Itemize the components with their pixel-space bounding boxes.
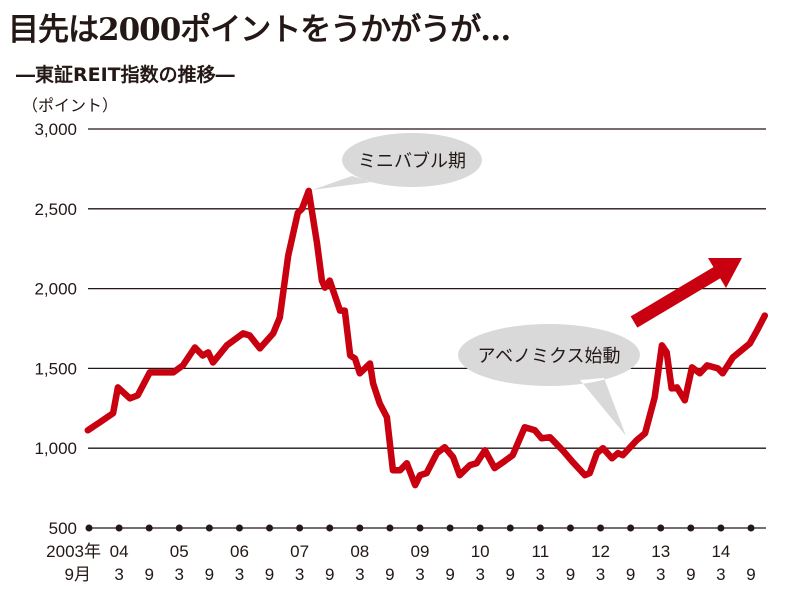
x-tick-year: 10 (471, 542, 490, 561)
x-tick-year: 14 (711, 542, 730, 561)
x-tick-month: 3 (355, 565, 364, 584)
y-tick-label: 1,000 (34, 439, 77, 458)
x-tick-year: 08 (350, 542, 369, 561)
chart-subtitle: ―東証REIT指数の推移― (16, 64, 235, 86)
y-tick-label: 1,500 (34, 359, 77, 378)
x-tick-dot (326, 524, 334, 532)
x-tick-dot (356, 524, 364, 532)
x-tick-dot (597, 524, 605, 532)
x-tick-month: 9 (566, 565, 575, 584)
x-tick-month: 9 (626, 565, 635, 584)
up-trend-arrow-icon (630, 258, 742, 328)
x-tick-dot (175, 524, 183, 532)
x-tick-month: 3 (656, 565, 665, 584)
x-tick-year: 12 (591, 542, 610, 561)
x-tick-month: 3 (415, 565, 424, 584)
x-tick-month: 3 (596, 565, 605, 584)
x-tick-dot (747, 524, 755, 532)
x-tick-dot (476, 524, 484, 532)
x-tick-year: 09 (411, 542, 430, 561)
x-tick-dot (205, 524, 213, 532)
x-tick-month: 9 (144, 565, 153, 584)
x-tick-month: 3 (235, 565, 244, 584)
x-tick-dot (627, 524, 635, 532)
annotation-bubble-mini-bubble (312, 133, 482, 190)
x-tick-month: 9月 (65, 565, 91, 584)
x-tick-month: 9 (746, 565, 755, 584)
x-tick-month: 9 (325, 565, 334, 584)
x-tick-dot (566, 524, 574, 532)
x-tick-month: 9 (506, 565, 515, 584)
x-tick-month: 3 (114, 565, 123, 584)
x-tick-dot (296, 524, 304, 532)
series-line (84, 187, 769, 489)
x-tick-dot (145, 524, 153, 532)
x-tick-month: 3 (295, 565, 304, 584)
x-tick-year: 13 (651, 542, 670, 561)
annotation-bubble-abenomics (458, 324, 640, 436)
x-tick-dot (446, 524, 454, 532)
x-tick-month: 9 (385, 565, 394, 584)
chart-title: 目先は2000ポイントをうかがうが… (8, 12, 511, 48)
x-tick-month: 9 (205, 565, 214, 584)
x-tick-year: 05 (170, 542, 189, 561)
x-tick-month: 3 (175, 565, 184, 584)
y-tick-label: 2,500 (34, 200, 77, 219)
x-tick-dot (416, 524, 424, 532)
annotation-mini-bubble: ミニバブル期 (358, 150, 466, 172)
y-tick-label: 500 (49, 519, 77, 538)
x-tick-dot (85, 524, 93, 532)
x-tick-dot (266, 524, 274, 532)
x-tick-year: 2003年 (46, 542, 101, 561)
y-tick-label: 2,000 (34, 280, 77, 299)
x-tick-month: 9 (445, 565, 454, 584)
x-tick-year: 07 (290, 542, 309, 561)
x-tick-dot (687, 524, 695, 532)
x-tick-month: 3 (536, 565, 545, 584)
x-tick-dot (386, 524, 394, 532)
annotation-abenomics: アベノミクス始動 (477, 346, 620, 367)
x-tick-year: 11 (532, 542, 550, 561)
x-tick-dot (536, 524, 544, 532)
x-tick-dot (235, 524, 243, 532)
x-tick-year: 04 (110, 542, 129, 561)
x-tick-year: 06 (230, 542, 249, 561)
x-tick-month: 9 (265, 565, 274, 584)
x-tick-month: 3 (475, 565, 484, 584)
x-tick-dot (717, 524, 725, 532)
x-tick-dot (506, 524, 514, 532)
y-axis-unit-label: （ポイント） (22, 96, 119, 115)
y-tick-label: 3,000 (34, 120, 77, 139)
x-tick-dot (657, 524, 665, 532)
x-tick-month: 9 (686, 565, 695, 584)
x-tick-dot (115, 524, 123, 532)
x-tick-month: 3 (716, 565, 725, 584)
